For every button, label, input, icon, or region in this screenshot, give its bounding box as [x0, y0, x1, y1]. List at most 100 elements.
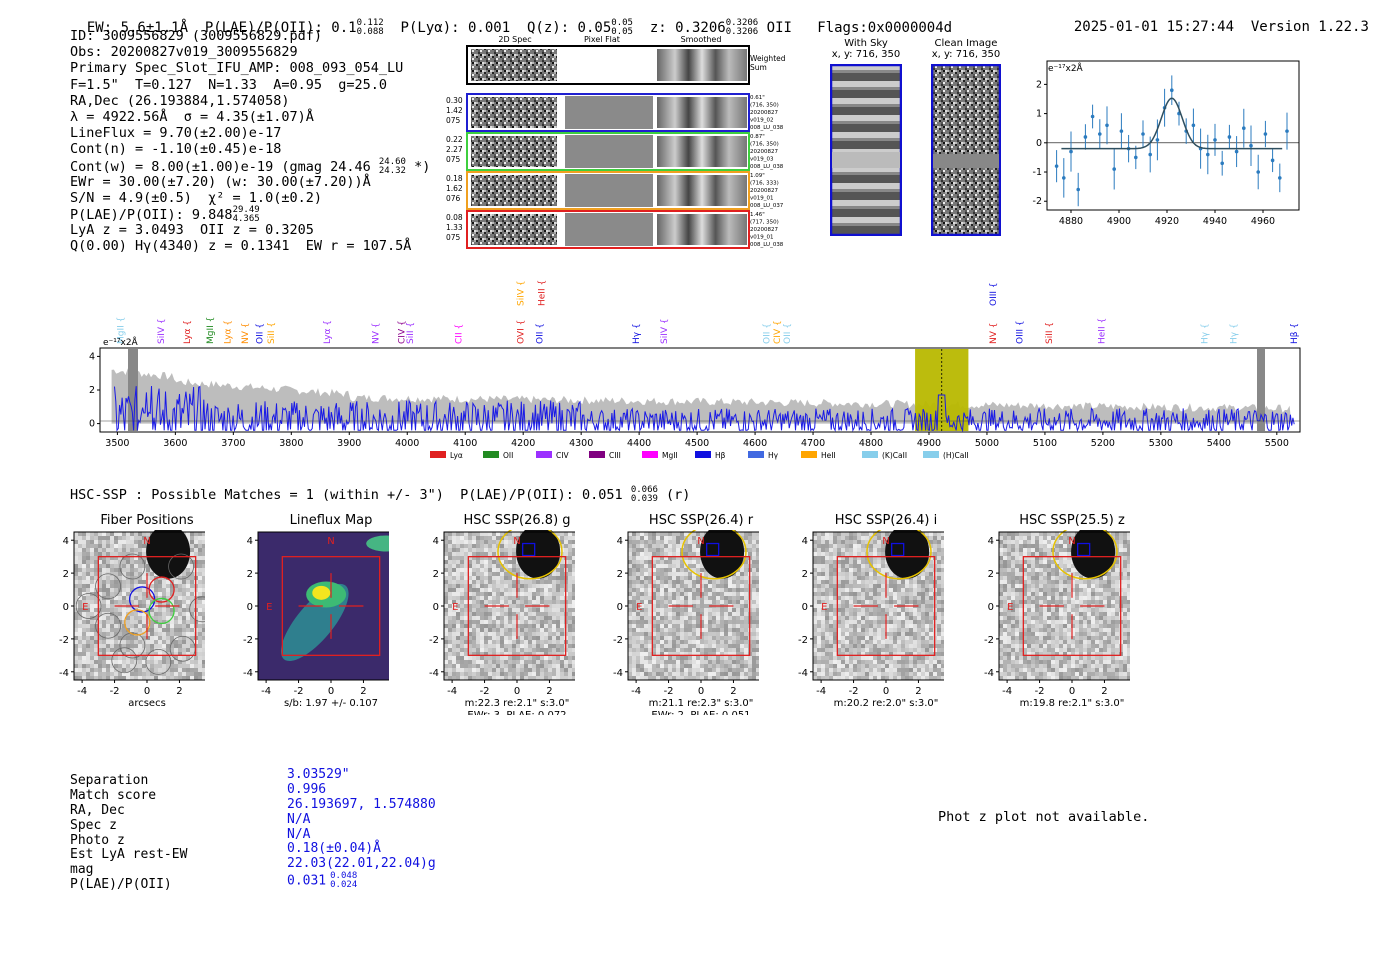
- line-fit-ytick-label: 1: [1036, 109, 1042, 120]
- cutout-row-value: 1.62: [446, 184, 463, 193]
- cutout-2d-spec: [471, 97, 557, 128]
- match-plae-hi: 0.048: [330, 871, 358, 882]
- spectrum-line-marker: HeII {: [1098, 318, 1108, 344]
- spectrum-xtick-label: 4100: [453, 438, 477, 449]
- hsc-ytick-label: -4: [59, 668, 69, 679]
- info-plae-lo: 4.365: [232, 214, 260, 225]
- clean-image-title: Clean Image x, y: 716, 350: [929, 38, 1003, 60]
- east-label: E: [821, 602, 827, 613]
- cutout-row-value: 075: [446, 233, 461, 242]
- match-label: Photo z: [70, 832, 125, 848]
- cutout-row-meta: (716, 350): [750, 142, 779, 148]
- spectrum-line-marker: Hγ {: [1229, 323, 1239, 344]
- cutout-row-meta: 20200827: [750, 110, 778, 116]
- spectrum-legend-label: OII: [503, 451, 513, 460]
- hsc-ytick-label: 4: [988, 536, 994, 547]
- header-plae-range: 0.112 0.088: [357, 19, 384, 37]
- spectrum-legend-label: Hβ: [715, 451, 726, 460]
- hsc-panel-title: HSC SSP(26.8) g: [463, 513, 571, 528]
- info-cont-w-hi: 24.60: [378, 156, 406, 167]
- bright-galaxy: [885, 530, 930, 579]
- spectrum-xtick-label: 3900: [337, 438, 361, 449]
- north-label: N: [882, 536, 889, 547]
- match-value: 0.031 0.048 0.024: [287, 871, 358, 891]
- photz-message: Phot z plot not available.: [938, 809, 1150, 825]
- line-fit-point: [1112, 167, 1116, 171]
- line-fit-xtick-label: 4960: [1251, 216, 1275, 227]
- spectrum-ytick-label: 4: [89, 351, 95, 362]
- header-flags: Flags:0x0000004d: [817, 20, 953, 36]
- aperture-ellipse: [681, 530, 747, 580]
- hsc-ytick-label: 2: [617, 569, 623, 580]
- cutout-row-meta: 20200827: [750, 227, 778, 233]
- north-label: N: [327, 536, 334, 547]
- hsc-xtick-label: 2: [915, 686, 921, 697]
- spectrum-xtick-label: 4700: [801, 438, 825, 449]
- header-qz-lo: 0.05: [611, 27, 633, 37]
- line-fit-point: [1206, 152, 1210, 157]
- spectrum-xtick-label: 4600: [743, 438, 767, 449]
- spectrum-line-marker: NV {: [241, 323, 251, 344]
- hsc-summary-lo: 0.039: [630, 494, 658, 504]
- hsc-ytick-label: -4: [613, 668, 623, 679]
- spectrum-line-marker: OII {: [783, 323, 793, 344]
- aperture-ellipse: [497, 530, 563, 580]
- line-fit-point: [1076, 187, 1080, 192]
- fiber-circle: [119, 632, 146, 659]
- hsc-caption-2: EWr: 2, PLAE: 0.051: [651, 710, 750, 715]
- hsc-ytick-label: 2: [802, 569, 808, 580]
- cutout-row-meta: v019_03: [750, 157, 774, 163]
- spectrum-line-marker: SiII {: [267, 322, 277, 344]
- cutout-smoothed: [657, 175, 747, 206]
- hsc-xtick-label: -4: [447, 686, 457, 697]
- north-label: N: [143, 536, 150, 547]
- east-label: E: [452, 602, 458, 613]
- spectrum-legend-label: HeII: [821, 451, 836, 460]
- hsc-caption: m:22.3 re:2.1" s:3.0": [465, 698, 570, 709]
- spectrum-xtick-label: 5000: [975, 438, 999, 449]
- hsc-ytick-label: 0: [433, 602, 439, 613]
- spectrum-line-marker: CII {: [454, 324, 464, 344]
- hsc-xtick-label: -2: [1035, 686, 1045, 697]
- header-qz-hi: 0.05: [611, 18, 633, 28]
- hsc-caption: s/b: 1.97 +/- 0.107: [284, 698, 378, 709]
- cutout-row-value: 0.30: [446, 96, 463, 105]
- spectrum-xtick-label: 4900: [917, 438, 941, 449]
- hsc-ytick-label: -4: [429, 668, 439, 679]
- info-cont-w-lo: 24.32: [378, 165, 406, 176]
- weighted-sum-row: Weighted Sum: [466, 45, 786, 85]
- hsc-ytick-label: 0: [247, 602, 253, 613]
- line-fit-point: [1148, 152, 1152, 157]
- cutout-smoothed: [657, 97, 747, 128]
- spectrum-legend-label: CIV: [556, 451, 569, 460]
- spectrum-legend-swatch: [801, 451, 817, 458]
- bright-galaxy: [700, 530, 745, 579]
- col-2d-spec: 2D Spec: [498, 35, 531, 44]
- line-fit-point: [1242, 126, 1246, 130]
- spectrum-xtick-label: 5100: [1033, 438, 1057, 449]
- line-fit-frame: [1046, 60, 1300, 211]
- cutout-row-meta: 008_LU_037: [750, 203, 784, 209]
- cutout-row-meta: 1.46": [750, 212, 765, 218]
- spectrum-xtick-label: 4500: [685, 438, 709, 449]
- info-lya-z: LyA z = 3.0493 OII z = 0.3205: [70, 222, 314, 239]
- line-fit-ytick-label: -2: [1033, 196, 1042, 207]
- cutout-row-value: 1.42: [446, 106, 463, 115]
- spectrum-line-marker: OII {: [763, 323, 773, 344]
- match-box: [891, 542, 905, 557]
- line-fit-model-curve: [1061, 97, 1283, 150]
- spectrum-xtick-label: 4800: [859, 438, 883, 449]
- spectrum-line-marker: SiII {: [1045, 322, 1055, 344]
- spectrum-ytick-label: 0: [89, 419, 95, 430]
- cutout-pixel-flat: [565, 174, 653, 207]
- hsc-caption-2: EWr: 3, PLAE: 0.072: [467, 710, 566, 715]
- cutout-pixel-flat: [565, 135, 653, 168]
- line-fit-point: [1083, 135, 1088, 139]
- search-box: [1022, 556, 1122, 656]
- cutout-row-meta: v019_02: [750, 118, 774, 124]
- info-plae-range: 29.49 4.365: [233, 206, 260, 224]
- hsc-panel-title: HSC SSP(26.4) i: [834, 513, 938, 528]
